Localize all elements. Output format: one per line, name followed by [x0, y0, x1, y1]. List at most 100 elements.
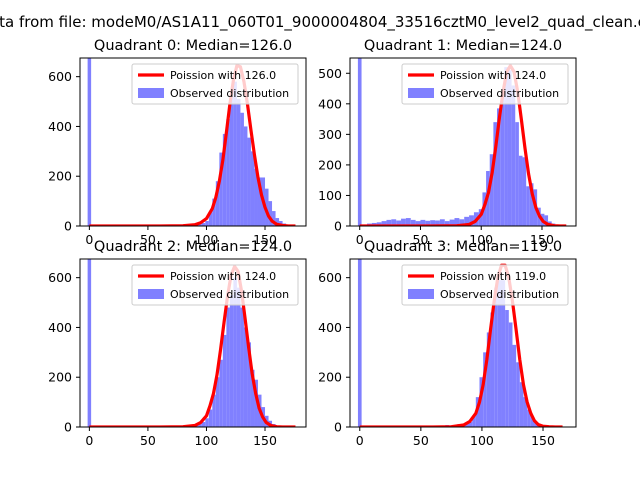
histogram-bar [212, 198, 216, 226]
histogram-bar [215, 377, 220, 427]
x-tick-label: 50 [413, 232, 429, 247]
histogram-bar [435, 220, 440, 226]
y-tick-label: 100 [318, 188, 342, 203]
histogram-bar [486, 332, 491, 427]
histogram-bar [208, 212, 213, 226]
axes-frame [79, 57, 307, 227]
legend-label-observed: Observed distribution [440, 87, 559, 100]
y-tick-label: 400 [318, 320, 342, 335]
histogram-bar [501, 280, 506, 427]
histogram-bar [247, 342, 251, 427]
histogram-bar [516, 362, 520, 427]
legend-patch-swatch [408, 88, 434, 98]
histogram-bar [507, 70, 512, 226]
histogram-bar [508, 322, 513, 427]
histogram-bar [386, 219, 392, 226]
chart-panel-0: 0 50 100 150 0 200 400 600 Quadrant 0: Median=12… [48, 38, 307, 247]
histogram-bar [226, 307, 230, 427]
histogram-bar [212, 394, 216, 427]
histogram-bar [208, 409, 213, 427]
histogram-bar [420, 219, 426, 226]
histogram-bar [357, 58, 362, 226]
histogram-bar [396, 220, 402, 226]
histogram-bar [483, 352, 487, 427]
histogram-bar [522, 157, 527, 226]
histogram-bar [464, 216, 470, 226]
histogram-bar [254, 379, 258, 427]
histogram-bar [512, 344, 517, 427]
y-tick-label: 500 [318, 66, 342, 81]
legend: Poission with 126.0 Observed distribution [131, 63, 299, 105]
legend-box [131, 63, 299, 105]
x-tick-label: 100 [195, 232, 219, 247]
histogram-bar [479, 377, 484, 427]
plot-area [357, 259, 563, 427]
legend-label-poisson: Poission with 126.0 [170, 69, 276, 82]
histogram-bar [357, 259, 362, 427]
histogram-bar [229, 295, 234, 427]
y-tick-label: 600 [48, 69, 72, 84]
legend-box [131, 264, 299, 306]
histogram-bar [222, 334, 227, 427]
histogram-bar [236, 99, 241, 226]
x-tick-label: 0 [85, 433, 93, 448]
figure-suptitle: Data from file: modeM0/AS1A11_060T01_900… [0, 13, 640, 32]
histogram-bar [233, 81, 237, 226]
histogram-bar [247, 137, 251, 226]
histogram-bar [201, 422, 206, 427]
histogram-bar [497, 108, 501, 226]
histogram-bar [201, 223, 206, 226]
axes-frame [79, 258, 307, 428]
y-tick-label: 200 [318, 157, 342, 172]
histogram-bar [243, 327, 248, 427]
x-tick-label: 50 [413, 433, 429, 448]
legend-label-poisson: Poission with 119.0 [440, 270, 546, 283]
legend-label-poisson: Poission with 124.0 [440, 69, 546, 82]
legend-patch-swatch [408, 289, 434, 299]
histogram-bar [240, 112, 244, 226]
histogram-bar [544, 215, 549, 226]
histogram-bar [415, 221, 421, 226]
histogram-bar [430, 220, 436, 226]
y-tick-label: 200 [48, 169, 72, 184]
histogram-bar [376, 222, 382, 226]
y-tick-label: 200 [48, 370, 72, 385]
histogram-bar [87, 58, 92, 226]
histogram-bar [527, 409, 531, 427]
histogram-bar [87, 259, 92, 427]
histogram-bar [205, 418, 209, 427]
histogram-bar [530, 417, 535, 427]
legend-label-observed: Observed distribution [440, 288, 559, 301]
legend-label-observed: Observed distribution [170, 288, 289, 301]
y-tick-label: 400 [318, 96, 342, 111]
histogram-bar [254, 168, 258, 226]
y-tick-label: 0 [64, 219, 72, 234]
histogram-bar [219, 359, 223, 427]
histogram-bar [439, 219, 445, 226]
legend-box [401, 63, 569, 105]
histogram-bar [526, 186, 530, 226]
histogram-bar [444, 221, 450, 226]
x-tick-label: 100 [195, 433, 219, 448]
histogram-bar [391, 219, 397, 226]
x-tick-label: 50 [140, 433, 156, 448]
histogram-bar [198, 424, 202, 427]
histogram-bar [198, 224, 202, 226]
histogram-bar [257, 177, 262, 226]
histogram-bar [449, 219, 455, 226]
histogram-bar [236, 287, 241, 427]
chart-title: Quadrant 2: Median=124.0 [94, 239, 292, 255]
x-tick-label: 0 [356, 433, 364, 448]
x-tick-label: 0 [356, 232, 364, 247]
histogram-bar [489, 154, 494, 226]
chart-panel-2: 0 50 100 150 0 200 400 600 Quadrant 2: Median=12… [48, 239, 307, 448]
histogram-bar [272, 211, 276, 226]
x-tick-label: 100 [470, 433, 494, 448]
histogram-bar [250, 369, 255, 427]
x-tick-label: 150 [253, 232, 277, 247]
histogram-bar [515, 122, 519, 226]
x-tick-label: 150 [253, 433, 277, 448]
histogram-bar [222, 133, 227, 226]
x-tick-label: 150 [531, 433, 555, 448]
